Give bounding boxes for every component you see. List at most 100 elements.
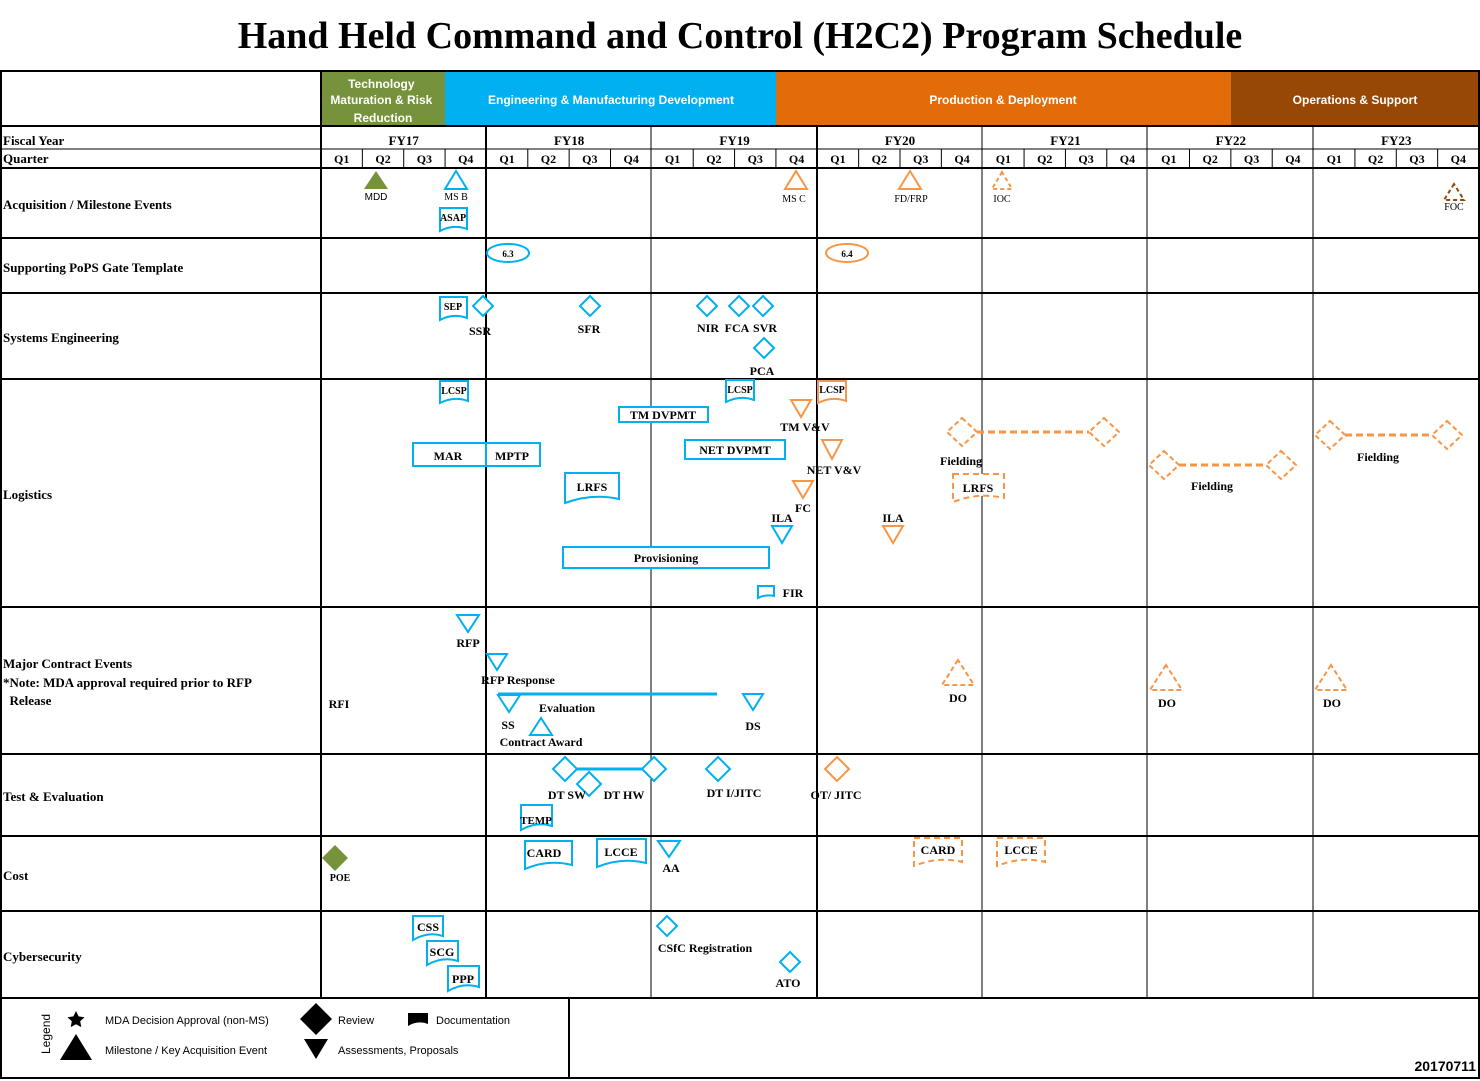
fiscal-year-label: Fiscal Year [3,133,64,148]
row-label-logistics: Logistics [3,487,52,502]
fy-label-fy23: FY23 [1381,133,1412,148]
dt-sw-start-diamond [551,755,579,783]
row-label-cyber: Cybersecurity [3,949,82,964]
quarter-label-fy19-q3: Q3 [748,152,763,166]
nir-review-diamond [695,294,719,318]
mdd-milestone-triangle [364,171,388,189]
lcce-document-2 [996,837,1046,868]
quarter-label-fy20-q4: Q4 [954,152,969,166]
mar-label: MAR [434,449,463,463]
quarter-label-fy22-q2: Q2 [1203,152,1218,166]
mptp-bar [485,442,541,467]
quarter-label-fy21-q1: Q1 [996,152,1011,166]
ioc-milestone-triangle [990,170,1014,190]
card-document-1 [524,840,573,871]
ppp-document [447,965,480,993]
sep-document [439,296,468,322]
assessment-triangle-icon [304,1039,328,1059]
phase-emd [445,71,776,126]
lrfs-document-2 [952,473,1005,504]
ssr-review-diamond [471,294,495,318]
pca-review-diamond [752,336,776,360]
acquisition-events: MDD MS B ASAP MS C FD/FRP IOC FOC [364,169,1466,233]
net-vv-label: NET V&V [807,463,862,477]
asap-label: ASAP [440,213,466,224]
quarter-label-fy18-q1: Q1 [499,152,514,166]
quarter-label-fy20-q2: Q2 [872,152,887,166]
quarter-label-fy19-q1: Q1 [665,152,680,166]
legend-milestone-label: Milestone / Key Acquisition Event [105,1045,267,1057]
pops-6-4-oval [825,243,869,263]
fielding-diamond-3b [1430,419,1464,451]
quarter-label-fy21-q3: Q3 [1078,152,1093,166]
card-label-1: CARD [527,846,562,860]
phase-tmrr [321,71,445,126]
quarter-label-fy23-q4: Q4 [1451,152,1466,166]
aa-triangle [656,840,682,859]
legend-documentation-label: Documentation [436,1015,510,1027]
fielding-label-3: Fielding [1357,450,1399,464]
lrfs-document-1 [564,472,620,505]
rfp-response-triangle [485,653,509,672]
fc-label: FC [795,501,811,515]
mdd-label: MDD [365,192,388,203]
tm-vv-assessment-triangle [789,399,813,419]
legend-review-label: Review [338,1015,374,1027]
ioc-label: IOC [993,194,1011,205]
quarter-label-fy21-q4: Q4 [1120,152,1135,166]
net-dvpmt-label: NET DVPMT [699,443,770,457]
quarter-label-fy19-q4: Q4 [789,152,804,166]
sfr-review-diamond [578,294,602,318]
tm-dvpmt-label: TM DVPMT [630,408,696,422]
quarter-label-fy23-q3: Q3 [1409,152,1424,166]
svr-label: SVR [753,321,777,335]
rfi-label: RFI [329,697,350,711]
temp-document [520,804,553,832]
pops-6-4-label: 6.4 [841,249,853,259]
ms-b-label: MS B [444,192,468,203]
lcsp-label-2: LCSP [727,385,753,396]
net-vv-assessment-triangle [820,439,844,462]
contract-events: RFP RFP Response RFI Evaluation SS DS Co… [329,614,1349,749]
fd-frp-milestone-triangle [897,169,923,190]
net-dvpmt-bar [684,439,786,460]
aa-label: AA [662,861,680,875]
ila-assessment-triangle-1 [770,525,794,545]
rfp-triangle [455,614,481,634]
ot-jitc-label: OT/ JITC [810,788,861,802]
csfc-diamond [655,914,679,938]
fielding-label-2: Fielding [1191,479,1233,493]
tm-vv-label: TM V&V [780,420,830,434]
rfp-response-label: RFP Response [481,673,555,687]
row-label-acquisition: Acquisition / Milestone Events [3,197,172,212]
ppp-label: PPP [452,972,474,986]
temp-label: TEMP [520,815,552,827]
poe-label: POE [330,873,351,884]
fy-label-fy17: FY17 [389,133,420,148]
quarter-label-fy17-q2: Q2 [375,152,390,166]
ssr-label: SSR [469,324,491,338]
dt-ijitc-diamond [704,755,732,783]
ss-triangle [496,694,522,714]
quarter-label-fy17-q3: Q3 [417,152,432,166]
svr-review-diamond [751,294,775,318]
pca-label: PCA [750,364,775,378]
quarter-label-fy18-q4: Q4 [624,152,639,166]
fielding-diamond-2b [1264,449,1298,481]
legend: Legend MDA Decision Approval (non-MS) Re… [39,1003,510,1060]
asap-document [439,207,468,233]
row-labels: Acquisition / Milestone Events Supportin… [3,197,252,964]
fielding-diamond-3a [1313,419,1347,451]
quarter-label-fy22-q3: Q3 [1244,152,1259,166]
test-events: DT SW DT HW DT I/JITC OT/ JITC TEMP [520,755,862,832]
cyber-events: CSS SCG PPP CSfC Registration ATO [412,914,802,993]
css-label: CSS [417,920,439,934]
quarter-label-fy17-q4: Q4 [458,152,473,166]
quarter-label-fy21-q2: Q2 [1037,152,1052,166]
dt-sw-label: DT SW [548,788,586,802]
quarter-label-fy23-q1: Q1 [1327,152,1342,166]
quarter-label-fy18-q2: Q2 [541,152,556,166]
do-label-3: DO [1323,696,1341,710]
ila-label-1: ILA [771,511,793,525]
evaluation-label: Evaluation [539,701,595,715]
